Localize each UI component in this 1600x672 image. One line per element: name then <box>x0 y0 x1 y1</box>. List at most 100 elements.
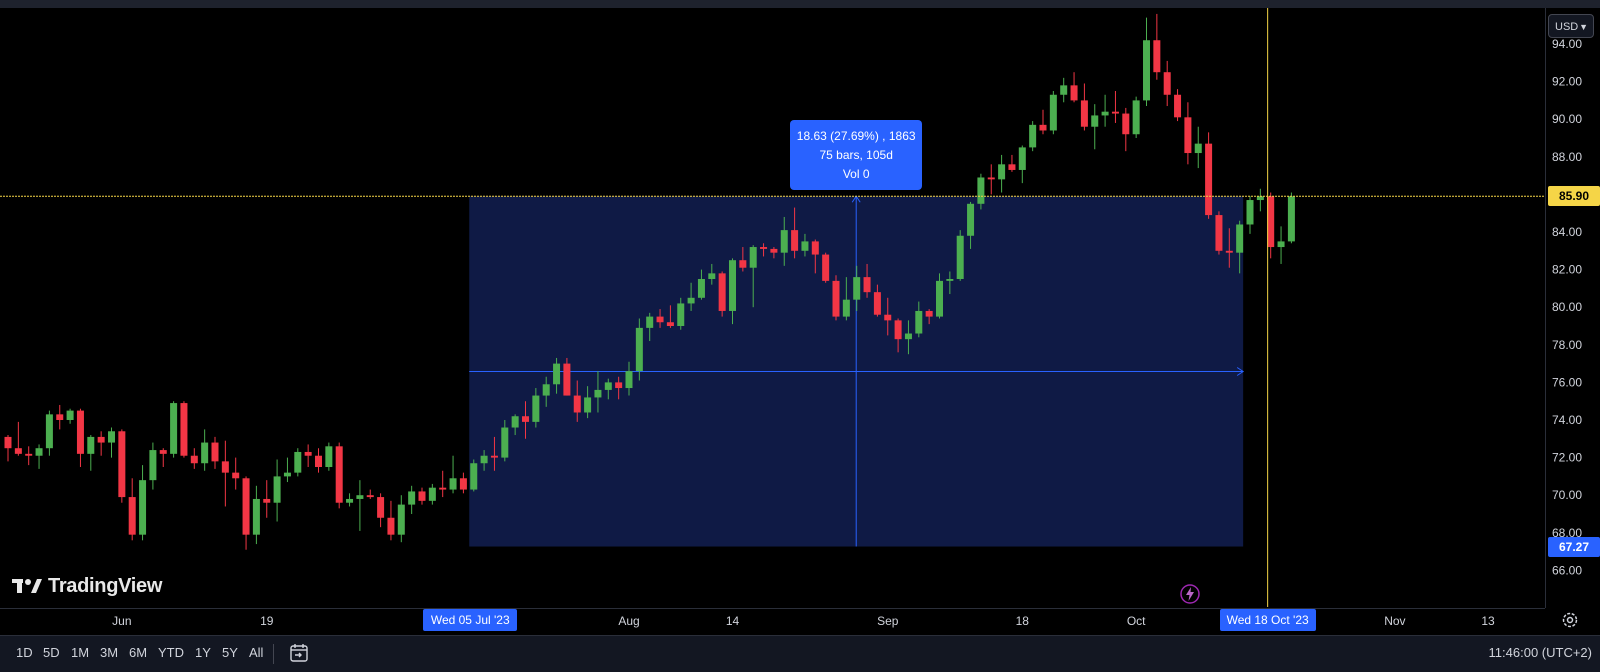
range-button-5y[interactable]: 5Y <box>222 645 238 660</box>
candle <box>480 450 488 471</box>
measure-arrow-right-icon <box>1236 367 1245 376</box>
candle-body <box>480 455 488 464</box>
candle-body <box>811 241 819 255</box>
candle-body <box>45 414 53 449</box>
candle-body <box>1194 143 1202 154</box>
candle <box>335 442 343 509</box>
y-tick-label: 84.00 <box>1552 225 1582 239</box>
x-tick-label: 18 <box>1016 614 1030 628</box>
candle <box>1070 72 1078 103</box>
measure-tooltip-change: 18.63 (27.69%) , 1863 <box>796 129 916 144</box>
current-price-label: 85.90 <box>1548 186 1600 207</box>
range-button-ytd[interactable]: YTD <box>158 645 184 660</box>
candle-body <box>925 310 933 317</box>
clock[interactable]: 11:46:00 (UTC+2) <box>1488 645 1592 660</box>
candle-body <box>304 451 312 456</box>
candle-body <box>356 495 364 499</box>
candle <box>1184 102 1192 165</box>
candle <box>967 201 975 249</box>
candle <box>666 305 674 328</box>
candle-body <box>677 303 685 326</box>
logo-text: TradingView <box>48 574 163 597</box>
candle <box>780 216 788 266</box>
candle-body <box>66 410 74 420</box>
candle-body <box>884 314 892 321</box>
candle <box>45 410 53 456</box>
x-tick-label: Oct <box>1127 614 1146 628</box>
candle <box>873 284 881 317</box>
range-button-1y[interactable]: 1Y <box>195 645 211 660</box>
candle <box>1132 96 1140 138</box>
range-button-5d[interactable]: 5D <box>43 645 60 660</box>
x-tick-label: 14 <box>726 614 740 628</box>
candle-body <box>397 504 405 535</box>
candle-body <box>946 279 954 281</box>
candle-body <box>108 431 115 443</box>
candle <box>1018 145 1026 184</box>
currency-selector[interactable]: USD ▼ <box>1548 14 1594 38</box>
candle <box>739 247 747 272</box>
y-tick-label: 92.00 <box>1552 75 1582 89</box>
candle <box>853 265 861 311</box>
measure-tooltip-bars: 75 bars, 105d <box>819 148 893 163</box>
candle-body <box>666 322 674 326</box>
candle-body <box>873 292 881 315</box>
tradingview-logo-icon <box>12 579 42 593</box>
candle-body <box>418 491 426 501</box>
candle <box>1143 17 1150 107</box>
candle <box>615 376 623 400</box>
top-bar <box>0 0 1600 8</box>
range-button-1m[interactable]: 1M <box>71 645 90 660</box>
candle <box>842 277 850 321</box>
candle <box>584 386 592 419</box>
range-button-all[interactable]: All <box>249 645 264 660</box>
candle <box>35 444 43 469</box>
candle-body <box>1018 147 1026 170</box>
range-button-6m[interactable]: 6M <box>129 645 148 660</box>
candle-body <box>708 273 716 279</box>
y-tick-label: 80.00 <box>1552 300 1582 314</box>
candle-body <box>573 395 581 413</box>
candle-body <box>615 382 623 389</box>
candle <box>894 318 902 353</box>
candle <box>1153 13 1161 80</box>
candle-body <box>470 463 478 490</box>
candle-body <box>801 241 809 251</box>
candle-body <box>1111 111 1119 114</box>
candle-body <box>35 448 43 456</box>
range-button-3m[interactable]: 3M <box>100 645 119 660</box>
range-button-1d[interactable]: 1D <box>16 645 33 660</box>
time-axis-labels: Jun1917Aug14Sep18OctNov13 <box>112 614 1495 628</box>
tradingview-logo[interactable]: TradingView <box>12 574 162 598</box>
candle-body <box>1039 124 1047 131</box>
candle <box>356 480 364 531</box>
candle <box>1246 196 1254 234</box>
candle-body <box>511 416 519 428</box>
candle-body <box>1060 85 1068 95</box>
candle <box>108 427 115 458</box>
flash-icon[interactable] <box>1180 584 1200 604</box>
currency-label: USD <box>1555 21 1579 33</box>
candle <box>1174 89 1182 122</box>
y-tick-label: 72.00 <box>1552 451 1582 465</box>
candle-body <box>149 450 157 481</box>
calendar-goto-icon[interactable] <box>288 642 310 664</box>
candle-body <box>791 230 799 251</box>
y-tick-label: 68.00 <box>1552 526 1582 540</box>
candle <box>604 378 612 400</box>
x-tick-label: Nov <box>1384 614 1405 628</box>
candle <box>273 459 281 522</box>
candle <box>925 309 933 325</box>
candle <box>718 271 726 317</box>
candle <box>408 485 416 514</box>
toolbar-divider <box>273 644 274 664</box>
candle-body <box>522 416 529 422</box>
candle <box>1256 188 1264 212</box>
candle-body <box>252 498 260 535</box>
candle <box>646 312 654 342</box>
candle-body <box>780 230 788 253</box>
gear-icon[interactable] <box>1561 611 1579 629</box>
candle <box>1039 109 1047 135</box>
candle-body <box>1287 196 1295 242</box>
